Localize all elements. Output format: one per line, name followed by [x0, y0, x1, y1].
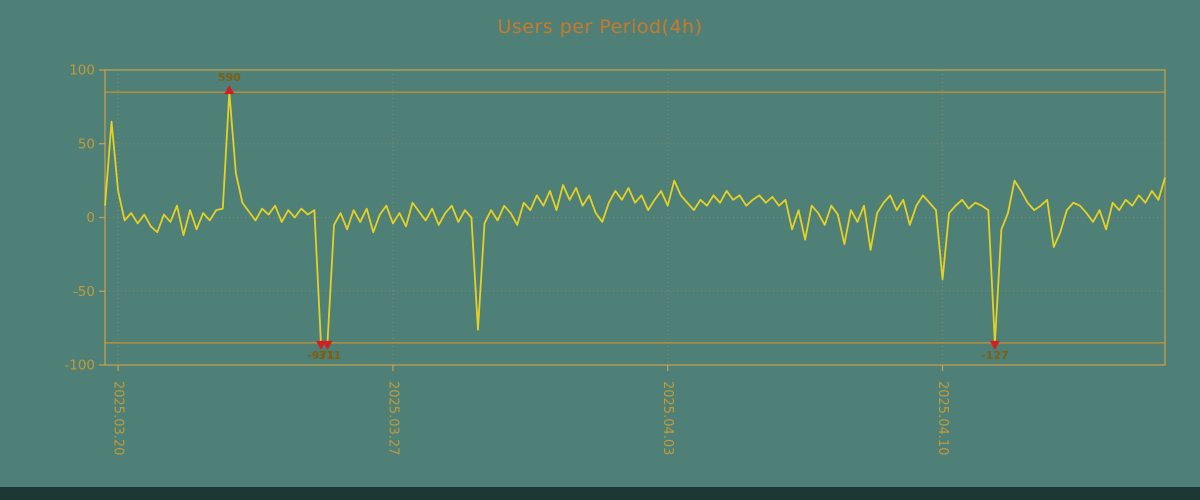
x-tick-label: 2025.04.03	[660, 381, 675, 455]
annotation-label: 590	[218, 71, 241, 84]
clip-marker-up	[224, 85, 235, 95]
clip-marker-down	[989, 340, 1000, 350]
y-tick-label: -50	[73, 284, 95, 300]
x-tick-label: 2025.04.10	[935, 381, 950, 455]
y-tick-label: 100	[69, 63, 95, 79]
chart-title: Users per Period(4h)	[497, 16, 703, 38]
series-line	[104, 91, 1166, 344]
y-tick-label: 50	[78, 136, 95, 152]
annotation-label: -311	[314, 349, 342, 362]
x-tick-label: 2025.03.27	[385, 381, 400, 455]
y-tick-label: 0	[86, 210, 95, 226]
bottom-bar	[0, 487, 1200, 500]
annotation-label: -971	[307, 349, 335, 362]
annotation-label: -127	[981, 349, 1009, 362]
y-tick-label: -100	[64, 358, 95, 374]
x-tick-label: 2025.03.20	[111, 381, 126, 455]
clip-marker-down	[315, 340, 326, 350]
clip-marker-down	[322, 340, 333, 350]
